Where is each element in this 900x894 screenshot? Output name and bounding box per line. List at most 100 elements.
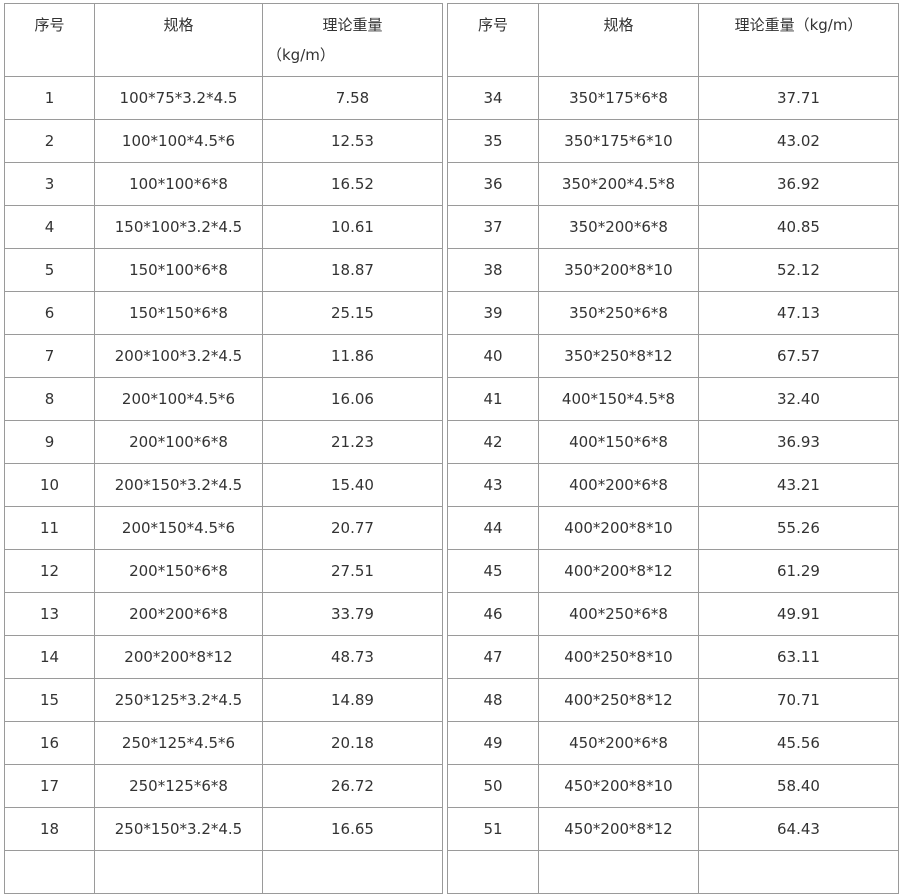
cell-weight: 47.13 bbox=[698, 291, 899, 335]
table-row: 3 100*100*6*8 16.52 bbox=[4, 162, 443, 206]
header-no: 序号 bbox=[447, 3, 539, 77]
cell-no: 10 bbox=[4, 463, 95, 507]
table-row: 1 100*75*3.2*4.5 7.58 bbox=[4, 76, 443, 120]
cell-weight: 37.71 bbox=[698, 76, 899, 120]
cell-spec: 150*100*6*8 bbox=[94, 248, 263, 292]
table-row: 10 200*150*3.2*4.5 15.40 bbox=[4, 463, 443, 507]
cell-no: 5 bbox=[4, 248, 95, 292]
cell-no: 3 bbox=[4, 162, 95, 206]
cell-weight: 64.43 bbox=[698, 807, 899, 851]
cell-spec: 450*200*8*12 bbox=[538, 807, 699, 851]
cell-no: 49 bbox=[447, 721, 539, 765]
cell-weight: 70.71 bbox=[698, 678, 899, 722]
cell-spec: 350*250*8*12 bbox=[538, 334, 699, 378]
cell-empty bbox=[4, 850, 95, 894]
table-row-partial bbox=[4, 850, 443, 894]
cell-weight: 45.56 bbox=[698, 721, 899, 765]
cell-spec: 100*100*6*8 bbox=[94, 162, 263, 206]
cell-spec: 400*200*8*10 bbox=[538, 506, 699, 550]
cell-weight: 33.79 bbox=[262, 592, 443, 636]
left-table: 序号 规格 理论重量 （kg/m） 1 100*75*3.2*4.5 7.58 2 10… bbox=[4, 3, 443, 894]
cell-weight: 67.57 bbox=[698, 334, 899, 378]
cell-weight: 12.53 bbox=[262, 119, 443, 163]
cell-weight: 43.02 bbox=[698, 119, 899, 163]
table-row: 46 400*250*6*8 49.91 bbox=[447, 592, 899, 636]
cell-no: 8 bbox=[4, 377, 95, 421]
cell-weight: 16.65 bbox=[262, 807, 443, 851]
cell-weight: 20.18 bbox=[262, 721, 443, 765]
table-row: 2 100*100*4.5*6 12.53 bbox=[4, 119, 443, 163]
cell-no: 11 bbox=[4, 506, 95, 550]
cell-spec: 400*250*8*10 bbox=[538, 635, 699, 679]
cell-spec: 200*200*6*8 bbox=[94, 592, 263, 636]
cell-spec: 350*175*6*10 bbox=[538, 119, 699, 163]
cell-spec: 100*100*4.5*6 bbox=[94, 119, 263, 163]
cell-weight: 63.11 bbox=[698, 635, 899, 679]
cell-no: 37 bbox=[447, 205, 539, 249]
table-row: 42 400*150*6*8 36.93 bbox=[447, 420, 899, 464]
cell-weight: 15.40 bbox=[262, 463, 443, 507]
cell-weight: 43.21 bbox=[698, 463, 899, 507]
cell-spec: 400*200*6*8 bbox=[538, 463, 699, 507]
table-row: 50 450*200*8*10 58.40 bbox=[447, 764, 899, 808]
cell-weight: 20.77 bbox=[262, 506, 443, 550]
cell-spec: 350*200*4.5*8 bbox=[538, 162, 699, 206]
cell-spec: 200*200*8*12 bbox=[94, 635, 263, 679]
table-row: 47 400*250*8*10 63.11 bbox=[447, 635, 899, 679]
cell-weight: 55.26 bbox=[698, 506, 899, 550]
cell-no: 9 bbox=[4, 420, 95, 464]
table-row: 51 450*200*8*12 64.43 bbox=[447, 807, 899, 851]
cell-weight: 18.87 bbox=[262, 248, 443, 292]
table-row: 5 150*100*6*8 18.87 bbox=[4, 248, 443, 292]
cell-spec: 200*150*3.2*4.5 bbox=[94, 463, 263, 507]
header-no: 序号 bbox=[4, 3, 95, 77]
cell-no: 6 bbox=[4, 291, 95, 335]
cell-no: 2 bbox=[4, 119, 95, 163]
cell-empty bbox=[94, 850, 263, 894]
cell-no: 38 bbox=[447, 248, 539, 292]
cell-spec: 100*75*3.2*4.5 bbox=[94, 76, 263, 120]
cell-spec: 350*175*6*8 bbox=[538, 76, 699, 120]
cell-no: 45 bbox=[447, 549, 539, 593]
cell-spec: 450*200*8*10 bbox=[538, 764, 699, 808]
cell-weight: 48.73 bbox=[262, 635, 443, 679]
table-row: 35 350*175*6*10 43.02 bbox=[447, 119, 899, 163]
weight-table: 序号 规格 理论重量 （kg/m） 1 100*75*3.2*4.5 7.58 2 10… bbox=[4, 3, 899, 894]
cell-weight: 61.29 bbox=[698, 549, 899, 593]
cell-spec: 150*100*3.2*4.5 bbox=[94, 205, 263, 249]
table-row: 36 350*200*4.5*8 36.92 bbox=[447, 162, 899, 206]
cell-no: 7 bbox=[4, 334, 95, 378]
cell-weight: 32.40 bbox=[698, 377, 899, 421]
table-row: 11 200*150*4.5*6 20.77 bbox=[4, 506, 443, 550]
cell-empty bbox=[447, 850, 539, 894]
cell-weight: 40.85 bbox=[698, 205, 899, 249]
cell-weight: 26.72 bbox=[262, 764, 443, 808]
cell-no: 48 bbox=[447, 678, 539, 722]
cell-no: 13 bbox=[4, 592, 95, 636]
cell-no: 35 bbox=[447, 119, 539, 163]
cell-spec: 250*125*4.5*6 bbox=[94, 721, 263, 765]
cell-spec: 400*150*4.5*8 bbox=[538, 377, 699, 421]
cell-weight: 36.92 bbox=[698, 162, 899, 206]
cell-no: 17 bbox=[4, 764, 95, 808]
cell-weight: 11.86 bbox=[262, 334, 443, 378]
cell-weight: 16.06 bbox=[262, 377, 443, 421]
cell-spec: 350*250*6*8 bbox=[538, 291, 699, 335]
cell-no: 51 bbox=[447, 807, 539, 851]
cell-spec: 400*250*8*12 bbox=[538, 678, 699, 722]
right-table: 序号 规格 理论重量（kg/m） 34 350*175*6*8 37.71 35 350… bbox=[447, 3, 899, 894]
cell-no: 18 bbox=[4, 807, 95, 851]
cell-no: 50 bbox=[447, 764, 539, 808]
table-row: 6 150*150*6*8 25.15 bbox=[4, 291, 443, 335]
cell-weight: 16.52 bbox=[262, 162, 443, 206]
cell-spec: 200*100*4.5*6 bbox=[94, 377, 263, 421]
cell-weight: 25.15 bbox=[262, 291, 443, 335]
cell-no: 43 bbox=[447, 463, 539, 507]
cell-no: 36 bbox=[447, 162, 539, 206]
cell-empty bbox=[262, 850, 443, 894]
table-row: 40 350*250*8*12 67.57 bbox=[447, 334, 899, 378]
cell-spec: 350*200*8*10 bbox=[538, 248, 699, 292]
header-weight: 理论重量 （kg/m） bbox=[262, 3, 443, 77]
header-weight-main: 理论重量 bbox=[322, 16, 383, 34]
cell-no: 34 bbox=[447, 76, 539, 120]
